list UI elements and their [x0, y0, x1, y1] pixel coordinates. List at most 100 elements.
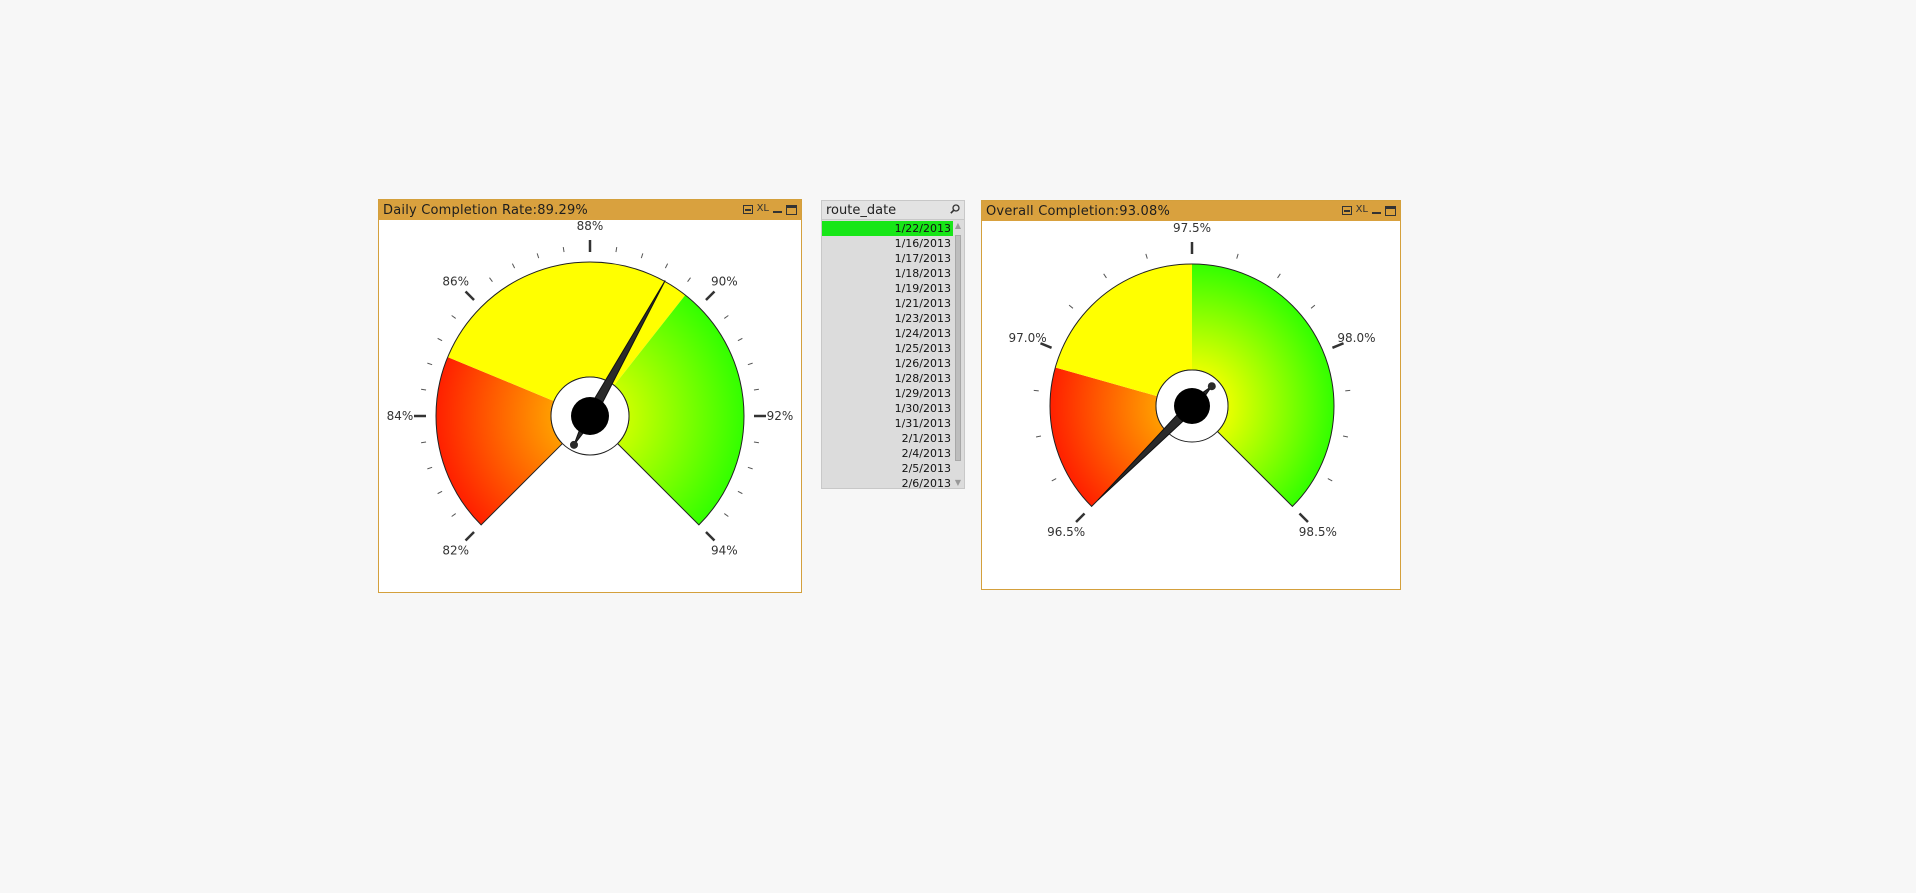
gauge-minor-tick — [562, 247, 565, 253]
route-date-item[interactable]: 2/6/2013 — [901, 477, 951, 490]
gauge-minor-tick — [451, 315, 456, 319]
gauge-tick-label: 88% — [577, 220, 604, 233]
overall-completion-title: Overall Completion:93.08% — [986, 203, 1170, 219]
gauge-major-tick — [1040, 342, 1053, 349]
gauge-minor-tick — [427, 466, 433, 470]
gauge-tick-label: 90% — [711, 275, 738, 289]
route-date-item[interactable]: 1/29/2013 — [894, 387, 951, 400]
gauge-minor-tick — [615, 247, 618, 253]
gauge-minor-tick — [1051, 478, 1057, 482]
daily-completion-panel: Daily Completion Rate:89.29% XL 82% 84% 86… — [378, 199, 802, 593]
gauge-tick-label: 98.5% — [1299, 525, 1337, 539]
route-date-caption[interactable]: route_date — [822, 201, 964, 220]
gauge-minor-tick — [451, 513, 456, 517]
gauge-major-tick — [464, 531, 475, 542]
gauge-tick-label: 92% — [767, 409, 794, 423]
minimize-icon[interactable] — [1372, 203, 1381, 217]
gauge-minor-tick — [1035, 435, 1042, 438]
route-date-item[interactable]: 1/31/2013 — [894, 417, 951, 430]
route-date-item[interactable]: 1/17/2013 — [894, 252, 951, 265]
gauge-band-segment — [1055, 264, 1192, 397]
gauge-minor-tick — [437, 490, 443, 495]
gauge-needle-hub — [571, 397, 609, 435]
route-date-item[interactable]: 1/24/2013 — [894, 327, 951, 340]
print-icon[interactable] — [742, 204, 753, 214]
gauge-band-segment — [614, 295, 744, 525]
overall-completion-panel: Overall Completion:93.08% XL 96.5% 97.0% 9… — [981, 200, 1401, 590]
daily-completion-title: Daily Completion Rate:89.29% — [383, 202, 588, 218]
overall-completion-caption[interactable]: Overall Completion:93.08% XL — [982, 201, 1400, 221]
xl-export-icon[interactable]: XL — [1355, 204, 1368, 215]
maximize-icon[interactable] — [786, 205, 797, 215]
gauge-major-tick — [705, 290, 716, 301]
listbox-scrollbar[interactable]: ▲ ▼ — [953, 221, 963, 488]
gauge-minor-tick — [1310, 304, 1316, 309]
route-date-item[interactable]: 1/16/2013 — [894, 237, 951, 250]
route-date-item[interactable]: 2/4/2013 — [901, 447, 951, 460]
route-date-list: 1/22/2013 1/16/2013 1/17/2013 1/18/2013 1/19… — [822, 221, 953, 491]
gauge-minor-tick — [421, 388, 427, 391]
route-date-title: route_date — [826, 202, 897, 218]
gauge-major-tick — [1298, 512, 1309, 523]
route-date-item[interactable]: 1/23/2013 — [894, 312, 951, 325]
xl-export-icon[interactable]: XL — [756, 203, 769, 214]
gauge-tick-label: 96.5% — [1047, 525, 1085, 539]
route-date-item[interactable]: 2/1/2013 — [901, 432, 951, 445]
gauge-minor-tick — [427, 362, 433, 366]
gauge-band-segment — [447, 262, 686, 402]
gauge-major-tick — [464, 290, 475, 301]
gauge-minor-tick — [437, 337, 443, 342]
scroll-up-icon[interactable]: ▲ — [954, 221, 962, 230]
gauge-band-segment — [1050, 367, 1167, 507]
gauge-tick-label: 94% — [711, 543, 738, 557]
search-icon[interactable] — [950, 204, 960, 214]
gauge-minor-tick — [1236, 253, 1239, 259]
route-date-listbox[interactable]: route_date 1/22/2013 1/16/2013 1/17/2013 1/… — [821, 200, 965, 491]
gauge-minor-tick — [489, 277, 493, 282]
gauge-minor-tick — [640, 253, 644, 259]
route-date-item[interactable]: 1/18/2013 — [894, 267, 951, 280]
gauge-tick-label: 84% — [387, 409, 414, 423]
gauge-tick-label: 86% — [442, 275, 469, 289]
gauge-tick-label: 97.5% — [1173, 221, 1211, 235]
gauge-band-segment — [1192, 264, 1334, 507]
gauge-minor-tick — [664, 263, 669, 269]
gauge-minor-tick — [753, 441, 759, 444]
gauge-minor-tick — [1068, 304, 1074, 309]
daily-completion-gauge: 82% 84% 86% 88% 90% 92% 94% — [387, 220, 794, 557]
gauge-minor-tick — [421, 441, 427, 444]
print-icon[interactable] — [1341, 205, 1352, 215]
scrollbar-thumb[interactable] — [955, 235, 961, 461]
minimize-icon[interactable] — [773, 202, 782, 216]
gauge-minor-tick — [747, 362, 753, 366]
gauge-tick-label: 98.0% — [1337, 331, 1375, 345]
overall-completion-gauge: 96.5% 97.0% 97.5% 98.0% 98.5% — [1008, 221, 1375, 539]
route-date-item[interactable]: 1/30/2013 — [894, 402, 951, 415]
route-date-item[interactable]: 2/5/2013 — [901, 462, 951, 475]
gauge-minor-tick — [737, 337, 743, 342]
route-date-item[interactable]: 1/28/2013 — [894, 372, 951, 385]
gauge-minor-tick — [1342, 435, 1349, 438]
gauge-minor-tick — [511, 263, 516, 269]
gauge-minor-tick — [747, 466, 753, 470]
route-date-item[interactable]: 1/26/2013 — [894, 357, 951, 370]
route-date-item[interactable]: 1/21/2013 — [894, 297, 951, 310]
gauge-major-tick — [705, 531, 716, 542]
daily-completion-caption[interactable]: Daily Completion Rate:89.29% XL — [379, 200, 801, 220]
gauge-minor-tick — [536, 253, 540, 259]
maximize-icon[interactable] — [1385, 206, 1396, 216]
gauge-minor-tick — [1103, 273, 1107, 279]
route-date-item[interactable]: 1/22/2013 — [822, 221, 953, 236]
gauge-minor-tick — [687, 277, 691, 282]
gauge-tick-label: 97.0% — [1008, 331, 1046, 345]
gauge-needle-hub — [1174, 388, 1210, 424]
gauge-minor-tick — [1327, 478, 1333, 482]
scroll-down-icon[interactable]: ▼ — [954, 478, 962, 487]
route-date-item[interactable]: 1/25/2013 — [894, 342, 951, 355]
gauge-minor-tick — [724, 513, 729, 517]
gauge-minor-tick — [753, 388, 759, 391]
gauge-major-tick — [1331, 342, 1344, 349]
route-date-item[interactable]: 1/19/2013 — [894, 282, 951, 295]
gauge-major-tick — [1075, 512, 1086, 523]
gauge-minor-tick — [1277, 273, 1281, 279]
